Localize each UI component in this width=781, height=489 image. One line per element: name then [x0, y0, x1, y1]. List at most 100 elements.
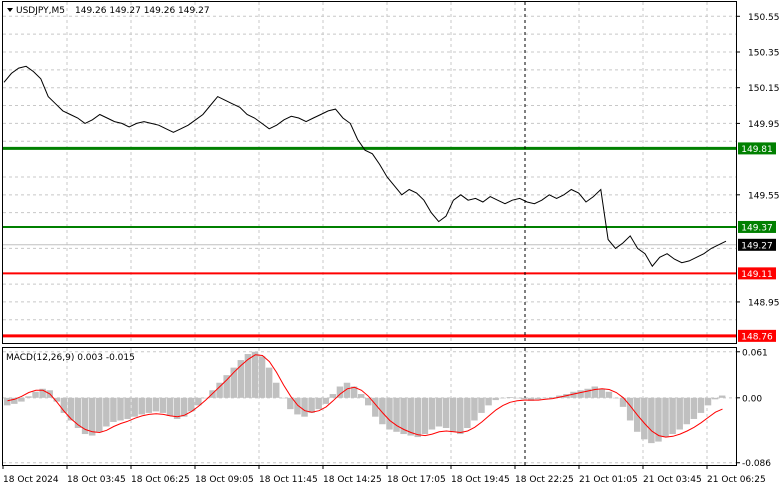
macd-panel-frame — [2, 347, 737, 466]
macd-bar — [407, 397, 414, 436]
macd-histogram — [4, 351, 726, 444]
current-price-tag-bg — [738, 238, 776, 251]
level-tag-bg — [738, 267, 776, 280]
macd-bar — [166, 397, 174, 416]
macd-bar — [704, 397, 712, 406]
macd-bar — [103, 397, 110, 427]
macd-bar — [577, 390, 584, 398]
macd-bar — [258, 356, 266, 398]
macd-bar — [464, 397, 471, 429]
macd-bar — [690, 397, 698, 419]
macd-bar — [612, 397, 620, 399]
macd-bar — [492, 397, 499, 401]
macd-bar — [350, 386, 358, 398]
macd-bar — [301, 397, 308, 417]
ohlc-values: 149.26 149.27 149.26 149.27 — [75, 6, 210, 16]
macd-bar — [131, 397, 138, 417]
macd-bar — [365, 397, 372, 406]
macd-bar — [393, 397, 400, 432]
macd-bar — [591, 386, 598, 398]
macd-bar — [202, 397, 209, 399]
macd-bar — [357, 394, 365, 398]
macd-bar — [4, 397, 11, 406]
macd-bar — [485, 397, 492, 406]
macd-bar — [683, 397, 691, 425]
level-labels: 149.81 149.37 149.11 148.76 — [738, 142, 776, 342]
macd-bar — [697, 397, 705, 413]
macd-bar — [457, 397, 464, 435]
macd-bar — [711, 397, 719, 400]
macd-tick-label: -0.086 — [742, 459, 771, 469]
macd-bar — [315, 397, 322, 410]
macd-bar — [32, 391, 39, 398]
macd-bar — [81, 397, 89, 435]
dropdown-triangle-icon[interactable] — [7, 8, 13, 12]
macd-bar — [541, 397, 549, 399]
macd-bar — [25, 396, 32, 398]
macd-bar — [570, 391, 577, 398]
level-tag-text: 148.76 — [741, 332, 773, 342]
macd-bar — [648, 397, 655, 444]
time-tick-label: 18 Oct 14:25 — [323, 475, 382, 485]
macd-bar — [336, 386, 344, 398]
macd-bar — [626, 397, 634, 421]
macd-bar — [280, 397, 287, 399]
macd-bar — [414, 397, 422, 438]
macd-bar — [294, 397, 301, 415]
macd-bar — [39, 388, 46, 398]
time-tick-label: 21 Oct 03:45 — [643, 475, 702, 485]
time-axis: 18 Oct 2024 18 Oct 03:45 18 Oct 06:25 18 Oc… — [2, 465, 766, 485]
macd-bar — [655, 397, 662, 442]
macd-bar — [244, 354, 252, 398]
time-tick-label: 18 Oct 11:45 — [259, 475, 318, 485]
macd-bar — [400, 397, 407, 435]
macd-bar — [379, 397, 386, 425]
price-tick-label: 148.95 — [748, 298, 780, 308]
macd-bar — [124, 397, 131, 419]
macd-bar — [223, 375, 230, 398]
time-tick-label: 21 Oct 06:25 — [707, 475, 766, 485]
macd-bar — [53, 397, 61, 402]
time-tick-label: 18 Oct 2024 — [3, 475, 59, 485]
price-series-line — [3, 65, 727, 268]
time-tick-label: 18 Oct 03:45 — [67, 475, 126, 485]
macd-bar — [534, 397, 542, 400]
macd-bar — [138, 397, 145, 415]
price-tick-label: 150.55 — [748, 13, 780, 23]
macd-bar — [195, 397, 202, 406]
price-tick-label: 150.15 — [748, 84, 780, 94]
time-tick-label: 18 Oct 22:25 — [515, 475, 574, 485]
macd-bar — [230, 367, 237, 398]
macd-tick-label: 0.00 — [742, 394, 762, 404]
macd-bar — [173, 397, 181, 419]
macd-bar — [442, 397, 450, 429]
macd-bar — [584, 388, 591, 398]
price-tick-label: 150.35 — [748, 48, 780, 58]
macd-bar — [435, 397, 443, 427]
macd-bar — [180, 397, 188, 417]
macd-bar — [471, 397, 478, 421]
macd-bar — [372, 397, 379, 417]
level-tag-bg — [738, 142, 776, 155]
macd-bar — [343, 382, 351, 398]
macd-bar — [216, 382, 223, 398]
price-axis: 150.55 150.35 150.15 149.95 149.55 148.95 — [736, 13, 780, 308]
macd-signal-line — [7, 354, 723, 438]
macd-bar — [499, 397, 506, 399]
macd-bar — [96, 397, 103, 432]
macd-bar — [88, 397, 96, 436]
macd-bar — [549, 397, 556, 398]
macd-bar — [527, 397, 535, 401]
price-panel-frame — [2, 1, 737, 344]
macd-bar — [329, 394, 337, 398]
macd-bar — [449, 397, 457, 432]
level-tag-text: 149.11 — [741, 270, 773, 280]
symbol-label: USDJPY,M5 — [16, 6, 65, 16]
level-tag-bg — [738, 220, 776, 233]
macd-bar — [718, 395, 726, 398]
macd-bar — [272, 382, 280, 398]
macd-bar — [188, 397, 195, 412]
macd-bar — [386, 397, 393, 430]
macd-bar — [513, 397, 521, 399]
macd-bar — [110, 397, 117, 422]
